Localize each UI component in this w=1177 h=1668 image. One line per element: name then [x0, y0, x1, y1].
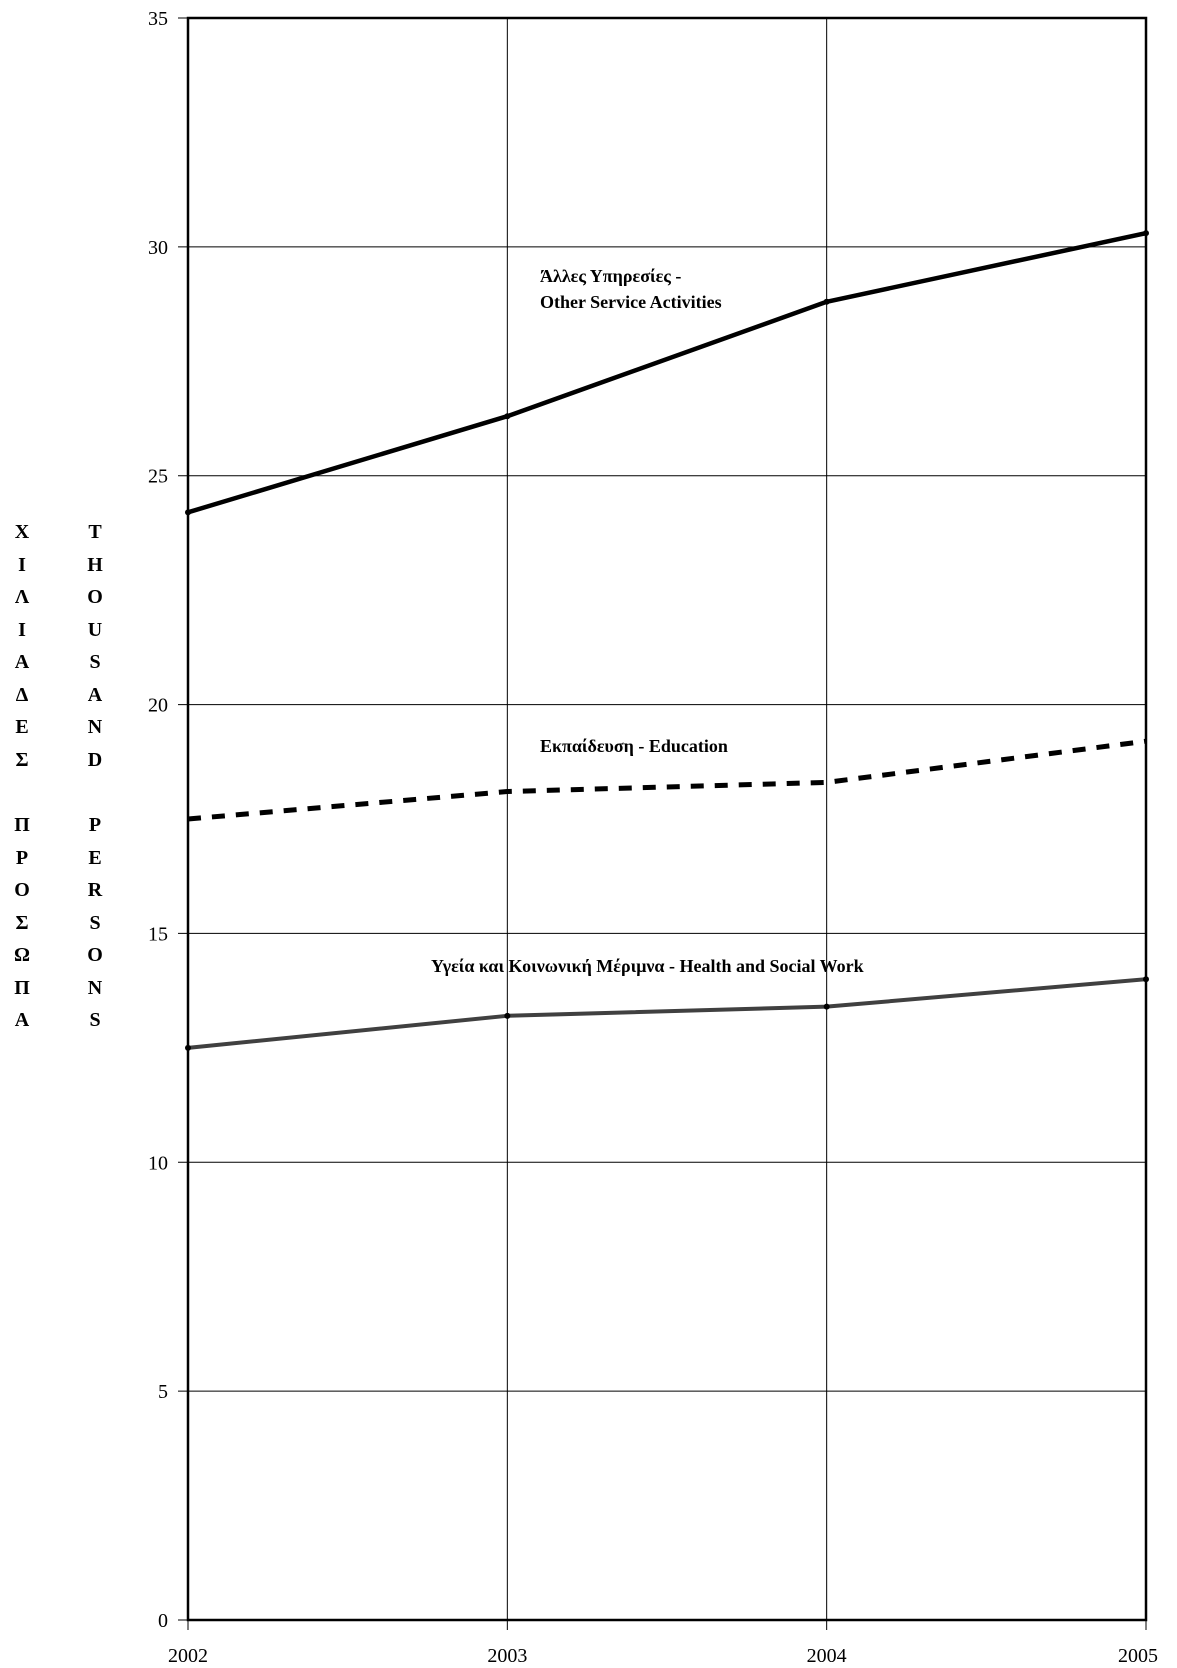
x-tick-label: 2003 — [487, 1645, 527, 1667]
series-line-2 — [187, 977, 1147, 1050]
y-axis-label-char: P — [88, 814, 102, 836]
y-axis-label-char: S — [89, 651, 101, 673]
y-axis-label-char: Ι — [18, 553, 26, 576]
y-axis-label-char: T — [88, 521, 102, 543]
y-axis-label-char: Α — [14, 651, 30, 673]
y-axis-label-char: A — [87, 683, 103, 706]
y-axis-label-char: Ο — [14, 879, 30, 901]
y-tick-label: 5 — [158, 1381, 168, 1403]
y-axis-label-char: H — [87, 553, 103, 576]
y-tick-label: 0 — [158, 1610, 168, 1632]
y-axis-label-char: Π — [14, 814, 30, 836]
y-axis-label-char: U — [87, 618, 103, 641]
y-tick-label: 30 — [148, 237, 168, 259]
y-axis-label-char: Δ — [15, 683, 29, 706]
y-axis-label-char: N — [87, 716, 103, 738]
y-axis-label-char: E — [88, 846, 102, 869]
y-axis-label-char: Σ — [15, 748, 29, 771]
data-point — [1143, 230, 1149, 237]
y-tick-label: 35 — [148, 8, 168, 30]
y-axis-label-char: Ι — [18, 618, 26, 641]
data-point — [1143, 976, 1149, 983]
series-line-1 — [187, 738, 1147, 822]
y-tick-label: 20 — [148, 695, 168, 717]
y-axis-label-char: Ρ — [15, 846, 29, 869]
series-line-0 — [187, 230, 1147, 515]
series-label: Άλλες Υπηρεσίες - — [540, 266, 681, 286]
y-tick-label: 10 — [148, 1152, 168, 1174]
y-axis-label-char: Ω — [13, 944, 30, 966]
y-axis-label-char: N — [87, 976, 103, 999]
data-point — [185, 509, 191, 516]
y-axis-label-char: Ε — [15, 716, 29, 738]
x-tick-label: 2002 — [168, 1645, 208, 1667]
data-point — [823, 298, 830, 305]
data-point — [823, 1003, 830, 1010]
y-axis-label-char: Α — [14, 1009, 30, 1031]
data-point — [185, 1044, 191, 1051]
y-axis-label-char: O — [87, 586, 103, 608]
y-axis-label-char: R — [87, 879, 103, 901]
y-axis-label-char: S — [89, 1009, 101, 1031]
series-label: Εκπαίδευση - Education — [540, 736, 728, 756]
y-axis-label-char: Χ — [14, 521, 30, 543]
y-axis-label-char: D — [87, 748, 103, 771]
y-axis-label-char: S — [89, 911, 101, 934]
x-tick-label: 2004 — [807, 1645, 847, 1667]
plot-area-border — [186, 16, 1148, 1622]
y-axis-label-char: O — [87, 944, 103, 966]
series-label: Other Service Activities — [540, 292, 722, 312]
y-tick-label: 15 — [148, 923, 168, 945]
y-axis-label-char: Π — [14, 976, 30, 999]
series-label: Υγεία και Κοινωνική Μέριμνα - Health and… — [431, 956, 864, 976]
y-axis-label-char: Σ — [15, 911, 29, 934]
data-point — [504, 413, 511, 420]
y-tick-label: 25 — [148, 466, 168, 488]
x-tick-label: 2005 — [1118, 1645, 1158, 1667]
data-point — [504, 1012, 511, 1019]
y-axis-label-char: Λ — [14, 586, 30, 608]
